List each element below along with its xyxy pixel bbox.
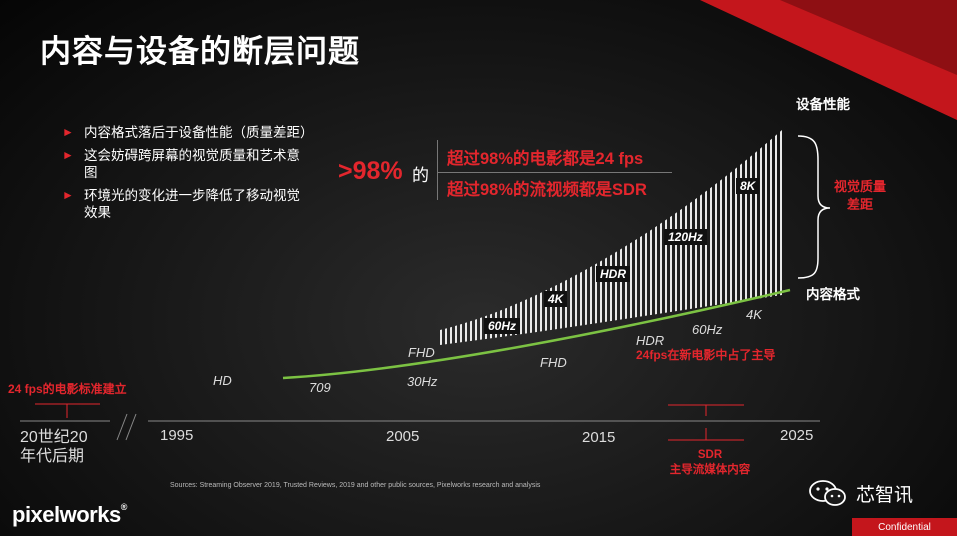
content-label-709: 709 <box>309 380 331 395</box>
gap-brace <box>797 135 831 279</box>
content-format-label: 内容格式 <box>806 287 860 302</box>
pixelworks-logo: pixelworks® <box>12 502 127 528</box>
registered-mark: ® <box>120 502 128 512</box>
device-tag-hdr: HDR <box>596 266 630 282</box>
confidential-badge: Confidential <box>852 518 957 536</box>
bullet-item: ► 环境光的变化进一步降低了移动视觉效果 <box>62 187 312 221</box>
stat-divider-vertical <box>437 140 438 200</box>
quality-gap-hatch <box>440 130 782 345</box>
bullet-item: ► 内容格式落后于设备性能（质量差距） <box>62 124 314 141</box>
note-24fps-standard: 24 fps的电影标准建立 <box>8 382 127 396</box>
percent-stat: >98% <box>338 157 403 185</box>
wechat-icon <box>809 480 846 506</box>
axis-break-1 <box>116 413 128 441</box>
stat-divider <box>437 172 672 173</box>
logo-text: pixelworks <box>12 502 121 527</box>
triangle-bullet-icon: ► <box>62 125 74 139</box>
timeline-decade-line2: 年代后期 <box>20 448 85 465</box>
device-tag-120hz: 120Hz <box>664 229 707 245</box>
timeline-year-2005: 2005 <box>386 428 420 445</box>
timeline-year-2015: 2015 <box>582 429 616 446</box>
axis-break-2 <box>125 413 137 441</box>
stat-streaming-sdr: 超过98%的流视频都是SDR <box>447 181 647 199</box>
device-tag-8k: 8K <box>736 178 760 194</box>
content-label-hd: HD <box>213 373 232 388</box>
page-title: 内容与设备的断层问题 <box>40 34 360 69</box>
content-label-60hz: 60Hz <box>692 322 723 337</box>
device-performance-label: 设备性能 <box>796 97 850 112</box>
note-24fps-dominant: 24fps在新电影中占了主导 <box>636 348 776 362</box>
quality-gap-label: 视觉质量差距 <box>833 179 886 212</box>
bullet-text: 环境光的变化进一步降低了移动视觉效果 <box>84 188 300 220</box>
wechat-account-name: 芯智讯 <box>856 484 914 506</box>
triangle-bullet-icon: ► <box>62 188 74 202</box>
timeline-decade: 20世纪20 年代后期 <box>20 428 88 466</box>
wechat-watermark: 芯智讯 <box>808 478 913 508</box>
timeline-year-2025: 2025 <box>780 427 814 444</box>
sdr-note: SDR 主导流媒体内容 <box>655 448 765 478</box>
stat-connector: 的 <box>412 166 429 185</box>
sources-footnote: Sources: Streaming Observer 2019, Truste… <box>170 482 541 489</box>
bullet-list: ► 内容格式落后于设备性能（质量差距） ► 这会妨碍跨屏幕的视觉质量和艺术意图 ► 环… <box>62 124 314 227</box>
timeline-year-1995: 1995 <box>160 427 194 444</box>
bullet-item: ► 这会妨碍跨屏幕的视觉质量和艺术意图 <box>62 147 312 181</box>
content-label-4k: 4K <box>746 307 762 322</box>
triangle-bullet-icon: ► <box>62 148 74 162</box>
device-tag-60hz: 60Hz <box>484 318 521 334</box>
stat-film-fps: 超过98%的电影都是24 fps <box>447 150 644 168</box>
content-label-fhd: FHD <box>540 355 567 370</box>
bullet-text: 内容格式落后于设备性能（质量差距） <box>84 125 314 140</box>
corner-wedge-dark <box>780 0 957 75</box>
sdr-sublabel: 主导流媒体内容 <box>669 464 751 476</box>
content-label-30hz: 30Hz <box>407 374 438 389</box>
sdr-label: SDR <box>697 449 723 461</box>
content-label-fhd-top: FHD <box>408 345 435 360</box>
bullet-text: 这会妨碍跨屏幕的视觉质量和艺术意图 <box>84 148 300 180</box>
content-format-curve <box>282 288 791 380</box>
content-label-hdr: HDR <box>636 333 665 348</box>
timeline-decade-line1: 20世纪20 <box>20 429 88 446</box>
device-tag-4k: 4K <box>544 291 568 307</box>
